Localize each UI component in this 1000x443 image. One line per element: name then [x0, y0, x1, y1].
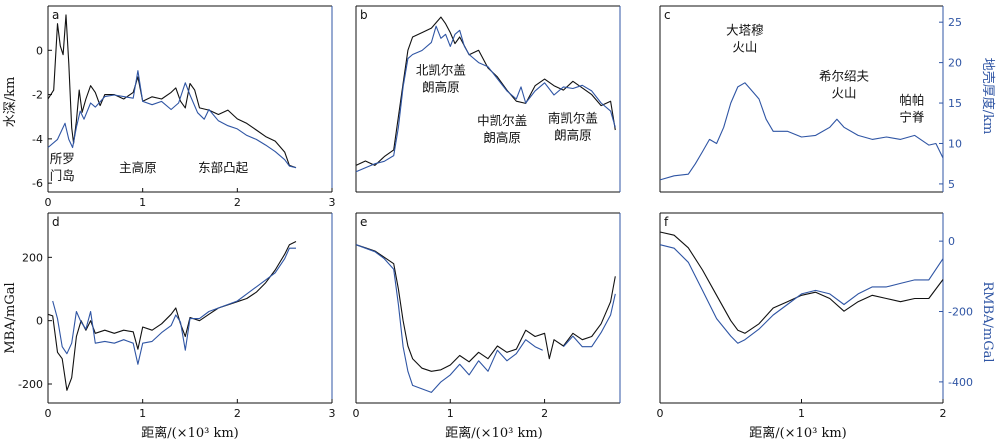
annotation: 中凯尔盖朗高原	[477, 113, 527, 145]
series-line-blue-1	[47, 70, 297, 169]
annotation: 大塔穆火山	[726, 22, 764, 54]
panel-letter: c	[664, 8, 671, 22]
annotation-line: 火山	[831, 85, 856, 100]
series-line-blue-2	[562, 293, 616, 348]
y-tick-label-right: 25	[948, 16, 962, 29]
annotation-line: 中凯尔盖	[477, 113, 527, 128]
x-tick-label: 0	[657, 407, 664, 420]
x-tick-label: 2	[541, 407, 548, 420]
annotation-line: 宁脊	[899, 110, 925, 125]
annotation: 帕帕宁脊	[899, 93, 925, 125]
annotation-line: 朗高原	[422, 80, 460, 95]
x-tick-label: 0	[45, 407, 52, 420]
y-tick-label-left: -2	[32, 89, 43, 102]
annotation-line: 北凯尔盖	[416, 63, 466, 78]
annotation-line: 南凯尔盖	[548, 110, 598, 125]
series-line-blue-1	[52, 247, 296, 365]
y-tick-label-left: -4	[32, 133, 43, 146]
x-tick-label: 3	[329, 196, 336, 209]
y-label-crust-thickness: 地壳厚度/km	[980, 58, 996, 135]
annotation: 主高原	[119, 160, 157, 175]
annotation-line: 大塔穆	[726, 22, 764, 37]
y-label-rmba: RMBA/mGal	[980, 281, 995, 362]
x-tick-label: 0	[353, 407, 360, 420]
annotation-line: 所罗	[50, 151, 75, 166]
x-tick-label: 0	[45, 196, 52, 209]
series-line-black-0	[47, 241, 297, 391]
x-tick-label: 1	[139, 407, 146, 420]
x-tick-label: 1	[447, 407, 454, 420]
panel-letter: f	[664, 215, 669, 229]
annotation: 希尔绍夫火山	[819, 68, 870, 100]
y-tick-label-right: 10	[948, 137, 962, 150]
y-tick-label-right: 0	[948, 235, 955, 248]
x-tick-label: 1	[139, 196, 146, 209]
y-tick-label-left: -6	[32, 177, 43, 190]
x-tick-label: 3	[329, 407, 336, 420]
annotation-line: 朗高原	[483, 130, 521, 145]
annotation-line: 主高原	[119, 160, 157, 175]
y-label-mba: MBA/mGal	[3, 282, 18, 353]
series-line-blue-1	[659, 244, 944, 344]
series-line-blue-1	[355, 25, 616, 173]
x-tick-label: 2	[234, 196, 241, 209]
annotation-line: 帕帕	[899, 93, 924, 108]
series-line-blue-1	[659, 82, 944, 181]
x-tick-label: 2	[940, 407, 947, 420]
panel-letter: d	[52, 215, 60, 229]
annotation-line: 火山	[732, 39, 757, 54]
panel-letter: a	[52, 8, 59, 22]
y-tick-label-right: 5	[948, 178, 955, 191]
panel-d: d 0 1 2 3 -200 0 200	[18, 212, 336, 420]
panel-a: a 0 1 2 3 -6 -4 -2 0 所罗门岛 主高原 东部凸起	[32, 5, 336, 209]
panel-letter: b	[360, 8, 368, 22]
annotation: 东部凸起	[198, 160, 249, 175]
y-label-depth: 水深/km	[3, 77, 18, 128]
annotation-line: 朗高原	[554, 127, 592, 142]
series-line-black-0	[659, 231, 944, 334]
series-line-black-0	[47, 14, 297, 169]
y-tick-label-left: 0	[36, 315, 43, 328]
panel-f: f 0 1 2 -400 -200 0	[657, 212, 973, 420]
series-line-black-0	[355, 244, 616, 372]
x-label-d: 距离/(×10³ km)	[141, 425, 239, 441]
series-line-blue-1	[355, 244, 543, 393]
annotation: 所罗门岛	[50, 151, 75, 183]
y-tick-label-right: -200	[948, 306, 973, 319]
y-tick-label-right: 20	[948, 57, 962, 70]
x-label-f: 距离/(×10³ km)	[749, 425, 847, 441]
x-tick-label: 1	[798, 407, 805, 420]
annotation: 北凯尔盖朗高原	[416, 63, 466, 95]
y-tick-label-left: 0	[36, 44, 43, 57]
annotation-line: 门岛	[50, 168, 75, 183]
y-tick-label-left: -200	[18, 378, 43, 391]
annotation-line: 东部凸起	[198, 160, 249, 175]
panel-e: e 0 1 2	[353, 212, 621, 420]
annotation: 南凯尔盖朗高原	[548, 110, 598, 142]
annotation-line: 希尔绍夫	[819, 68, 870, 83]
x-label-e: 距离/(×10³ km)	[445, 425, 543, 441]
y-tick-label-right: -400	[948, 376, 973, 389]
panel-letter: e	[360, 215, 367, 229]
y-tick-label-right: 15	[948, 97, 962, 110]
y-tick-label-left: 200	[22, 251, 43, 264]
x-tick-label: 2	[234, 407, 241, 420]
